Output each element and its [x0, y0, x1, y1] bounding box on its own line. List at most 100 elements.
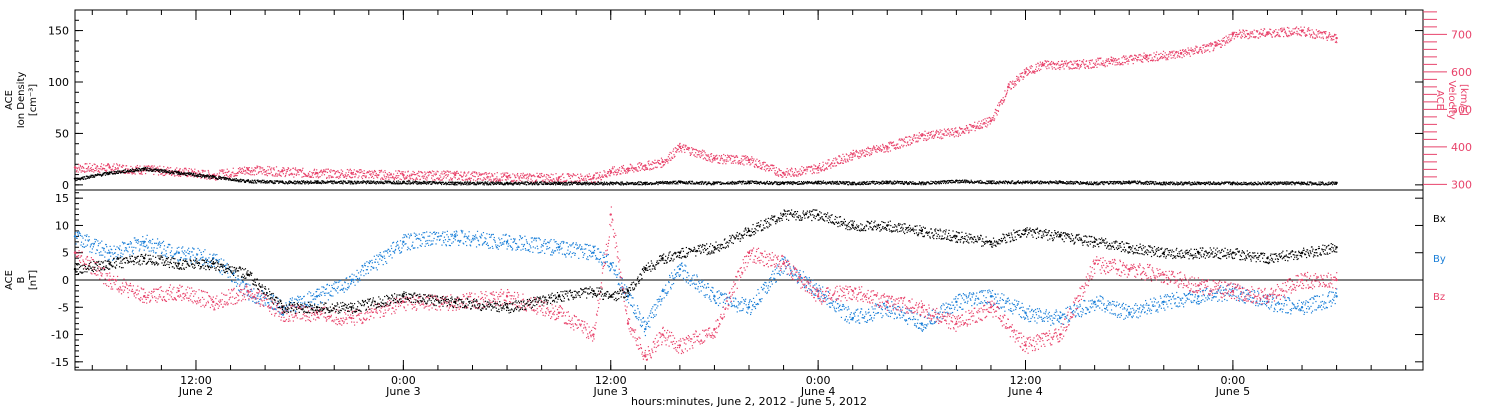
velocity-sample	[108, 164, 110, 166]
velocity-sample	[1199, 47, 1201, 49]
density-sample	[798, 183, 800, 185]
density-sample	[366, 180, 368, 182]
velocity-sample	[959, 134, 962, 136]
velocity-sample	[319, 170, 322, 172]
velocity-sample	[728, 155, 730, 157]
density-sample	[608, 183, 610, 185]
velocity-sample	[934, 134, 936, 137]
velocity-sample	[189, 174, 191, 176]
density-sample	[213, 175, 215, 177]
density-sample	[700, 183, 702, 185]
x-tick-date-label: June 2	[178, 385, 213, 398]
velocity-sample	[1162, 50, 1165, 52]
velocity-sample	[294, 167, 297, 169]
velocity-sample	[245, 172, 247, 174]
density-sample	[550, 183, 552, 185]
velocity-sample	[850, 152, 853, 154]
velocity-sample	[1296, 30, 1298, 32]
velocity-sample	[1088, 67, 1090, 69]
velocity-sample	[987, 121, 990, 123]
velocity-sample	[1295, 32, 1297, 35]
velocity-sample	[984, 122, 986, 124]
velocity-sample	[241, 172, 243, 174]
density-sample	[372, 181, 374, 183]
velocity-sample	[1229, 38, 1231, 40]
velocity-sample	[1264, 35, 1267, 37]
density-sample	[224, 178, 226, 180]
density-sample	[526, 184, 528, 186]
density-sample	[270, 180, 272, 182]
density-sample	[97, 173, 99, 175]
density-sample	[815, 183, 818, 185]
density-sample	[388, 180, 390, 183]
density-sample	[559, 183, 561, 185]
density-sample	[701, 182, 703, 184]
velocity-sample	[635, 169, 637, 171]
velocity-sample	[381, 177, 383, 179]
velocity-sample	[1147, 60, 1149, 63]
velocity-sample	[1227, 42, 1229, 44]
velocity-sample	[301, 169, 304, 171]
density-sample	[739, 182, 741, 184]
velocity-sample	[1040, 68, 1042, 71]
velocity-sample	[549, 176, 552, 178]
density-sample	[326, 180, 329, 182]
density-sample	[445, 184, 447, 186]
density-sample	[707, 182, 710, 185]
velocity-sample	[1072, 64, 1074, 66]
density-sample	[188, 173, 190, 176]
velocity-sample	[1047, 65, 1049, 67]
velocity-sample	[320, 169, 323, 171]
velocity-sample	[985, 120, 987, 122]
density-sample	[551, 182, 553, 184]
density-sample	[440, 183, 443, 186]
velocity-sample	[1316, 36, 1318, 38]
density-sample	[791, 181, 793, 183]
velocity-sample	[1000, 99, 1002, 102]
density-sample	[393, 181, 396, 183]
velocity-sample	[868, 147, 870, 150]
density-tick-label: 0	[62, 179, 69, 192]
velocity-sample	[1005, 93, 1007, 96]
velocity-sample	[339, 174, 342, 177]
density-sample	[309, 181, 311, 184]
velocity-sample	[1006, 91, 1008, 93]
velocity-sample	[826, 168, 828, 170]
velocity-sample	[520, 173, 522, 175]
density-sample	[782, 182, 784, 184]
velocity-sample	[888, 147, 890, 149]
velocity-sample	[864, 155, 866, 158]
velocity-sample	[780, 170, 782, 172]
velocity-sample	[1269, 28, 1271, 30]
velocity-sample	[1097, 59, 1099, 61]
density-sample	[649, 183, 651, 185]
velocity-sample	[541, 172, 543, 175]
velocity-sample	[111, 168, 113, 170]
velocity-sample	[108, 165, 110, 167]
density-sample	[555, 182, 558, 184]
velocity-sample	[785, 176, 787, 178]
velocity-sample	[1020, 75, 1022, 77]
velocity-sample	[792, 174, 794, 176]
velocity-sample	[383, 176, 386, 178]
density-sample	[268, 181, 270, 183]
velocity-sample	[1333, 38, 1335, 41]
velocity-sample	[1335, 40, 1337, 42]
velocity-sample	[84, 163, 87, 165]
velocity-sample	[730, 154, 732, 157]
velocity-sample	[1268, 31, 1270, 33]
velocity-sample	[696, 156, 698, 158]
density-sample	[331, 180, 333, 182]
velocity-sample	[1308, 30, 1310, 32]
velocity-sample	[159, 165, 161, 167]
velocity-sample	[1276, 31, 1278, 34]
density-sample	[210, 175, 212, 177]
velocity-sample	[230, 173, 232, 176]
velocity-sample	[380, 169, 383, 171]
density-sample	[650, 182, 652, 184]
velocity-sample	[264, 174, 266, 176]
density-sample	[362, 182, 364, 184]
velocity-sample	[1238, 29, 1241, 31]
velocity-sample	[818, 172, 820, 174]
density-sample	[453, 183, 455, 185]
